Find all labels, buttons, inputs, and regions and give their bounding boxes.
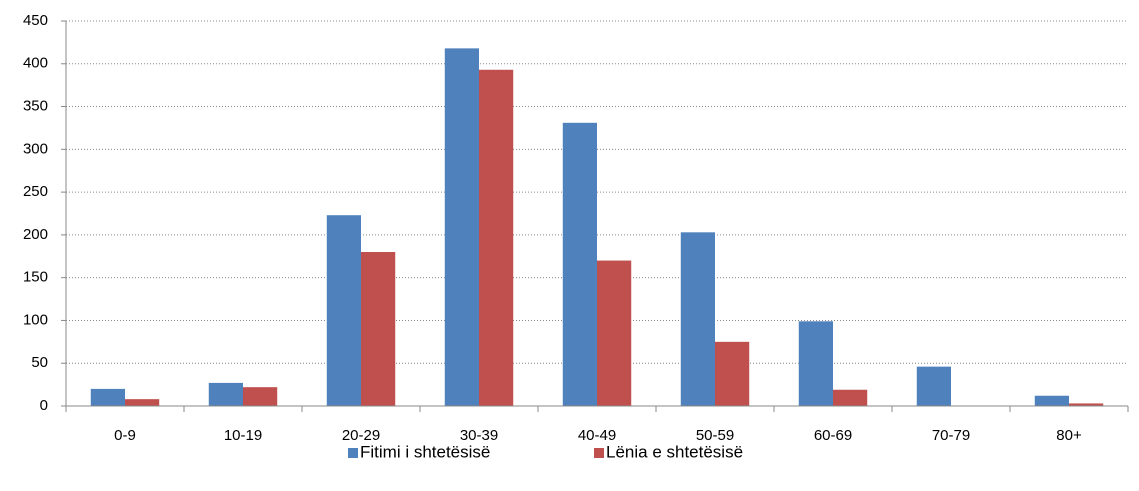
bar: [715, 341, 750, 406]
bar: [597, 260, 632, 406]
bar: [833, 389, 868, 406]
legend-label: Lënia e shtetësisë: [606, 442, 743, 461]
x-tick-label: 20-29: [342, 427, 380, 444]
bar: [444, 48, 479, 406]
y-tick-label: 200: [23, 226, 48, 243]
bar: [1034, 395, 1069, 406]
bar: [798, 321, 833, 406]
y-tick-label: 0: [40, 397, 48, 414]
legend-label: Fitimi i shtetësisë: [360, 442, 490, 461]
bar: [243, 387, 278, 406]
bar: [361, 252, 396, 406]
bar: [916, 366, 951, 406]
x-tick-label: 40-49: [578, 427, 616, 444]
bar: [208, 382, 243, 406]
y-tick-label: 100: [23, 311, 48, 328]
bar: [479, 69, 514, 407]
x-tick-label: 0-9: [114, 427, 136, 444]
y-tick-label: 50: [31, 354, 48, 371]
x-tick-label: 70-79: [932, 427, 970, 444]
bar: [1069, 403, 1104, 406]
bar: [125, 399, 160, 406]
bar: [562, 122, 597, 407]
y-tick-label: 350: [23, 98, 48, 115]
y-tick-label: 250: [23, 183, 48, 200]
bar: [90, 388, 125, 406]
y-tick-label: 300: [23, 140, 48, 157]
legend-swatch: [348, 448, 358, 458]
x-tick-label: 80+: [1056, 427, 1082, 444]
legend-swatch: [594, 448, 604, 458]
x-tick-label: 30-39: [460, 427, 498, 444]
bar: [326, 215, 361, 406]
y-tick-label: 450: [23, 12, 48, 29]
y-tick-label: 400: [23, 55, 48, 72]
x-tick-label: 60-69: [814, 427, 852, 444]
x-tick-label: 50-59: [696, 427, 734, 444]
y-tick-label: 150: [23, 269, 48, 286]
bar: [680, 232, 715, 406]
x-tick-label: 10-19: [224, 427, 262, 444]
